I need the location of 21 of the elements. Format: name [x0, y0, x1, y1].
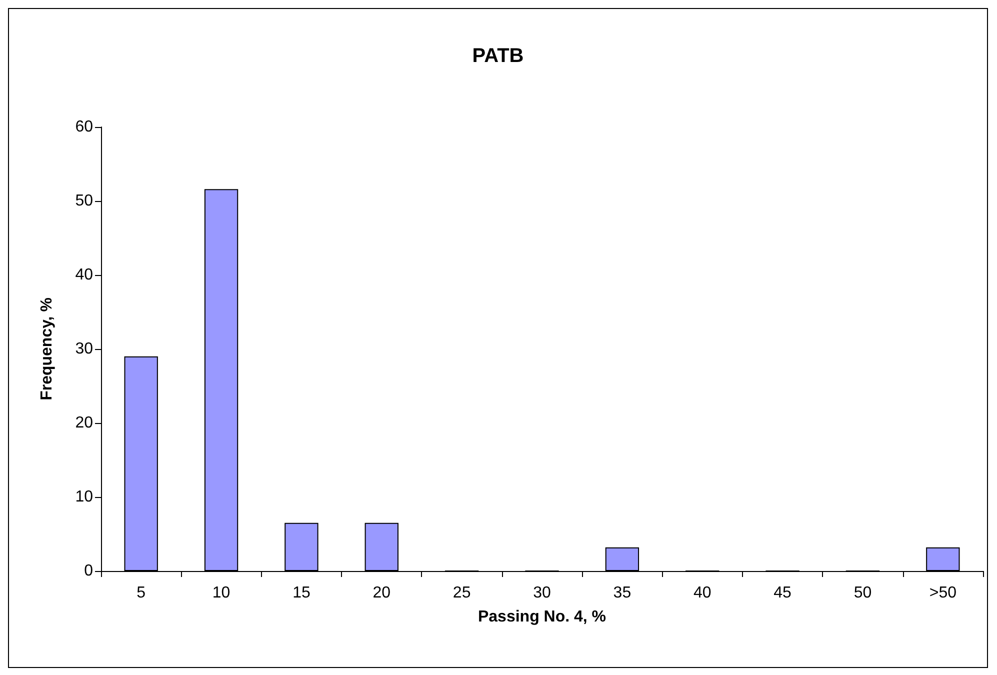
x-tick-label: 35 [613, 584, 632, 602]
x-tick-label: 5 [136, 584, 146, 602]
y-tick-label: 40 [75, 266, 94, 284]
x-tick-label: 40 [693, 584, 712, 602]
y-tick-label: 20 [75, 414, 94, 432]
x-tick-label: 15 [292, 584, 310, 602]
y-tick-label: 60 [75, 118, 94, 136]
chart-title: PATB [472, 45, 524, 67]
x-tick-label: 25 [452, 584, 471, 602]
y-tick-label: 50 [75, 192, 94, 210]
x-tick-label: 50 [854, 584, 872, 602]
x-tick-label: 30 [533, 584, 551, 602]
y-tick-label: 0 [84, 562, 94, 580]
y-tick-label: 30 [75, 340, 94, 358]
x-tick-label: >50 [929, 584, 957, 602]
y-axis-title: Frequency, % [38, 298, 56, 400]
x-tick-label: 20 [372, 584, 391, 602]
x-tick-label: 10 [212, 584, 230, 602]
x-tick-label: 45 [774, 584, 792, 602]
y-tick-label: 10 [75, 488, 94, 506]
x-axis-title: Passing No. 4, % [478, 608, 606, 626]
